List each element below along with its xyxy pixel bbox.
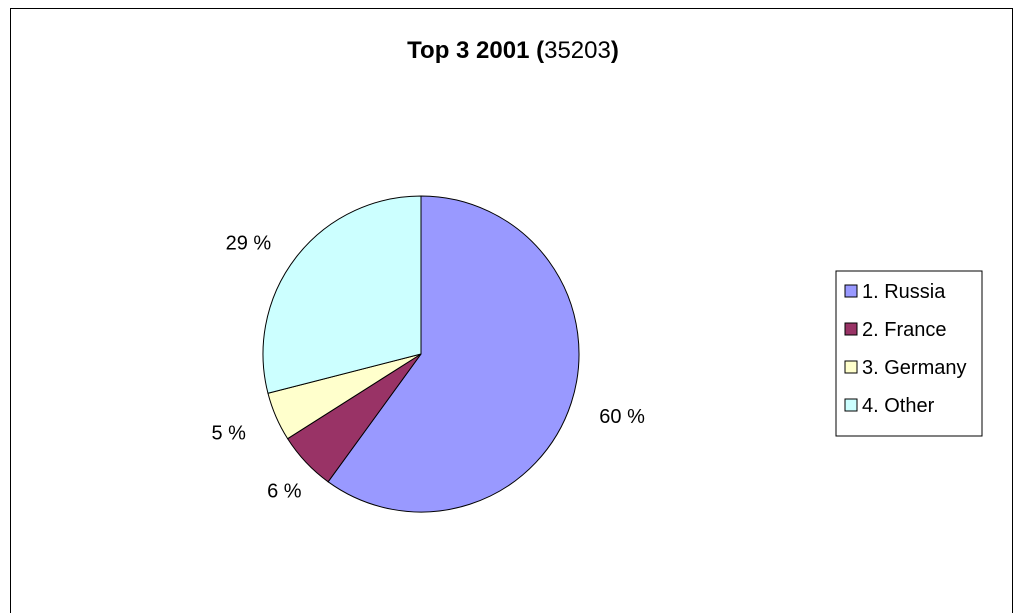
pie-label-2: 6 %	[267, 481, 302, 503]
legend: 1. Russia 2. France 3. Germany 4. Other	[835, 270, 983, 437]
legend-label-3: 3. Germany	[862, 357, 966, 379]
legend-swatch-4	[844, 398, 858, 412]
pie-slices	[262, 195, 580, 513]
legend-swatch-1	[844, 284, 858, 298]
chart-title: Top 3 2001 (35203)	[407, 37, 619, 64]
pie-label-3: 5 %	[211, 422, 246, 444]
legend-swatch-3	[844, 360, 858, 374]
chart-title-prefix: Top 3 2001 (	[407, 37, 544, 64]
legend-swatch-2	[844, 322, 858, 336]
pie-labels: 60 % 6 % 5 % 29 %	[211, 232, 645, 502]
legend-box	[835, 270, 983, 437]
legend-label-1: 1. Russia	[862, 281, 946, 303]
chart-title-suffix: )	[611, 37, 619, 64]
pie-slice-1	[327, 195, 580, 513]
pie-slice-4	[262, 195, 422, 394]
pie-label-4: 29 %	[226, 232, 272, 254]
pie-label-1: 60 %	[599, 406, 645, 428]
legend-label-2: 2. France	[862, 319, 946, 341]
chart-title-number: 35203	[544, 37, 611, 64]
legend-label-4: 4. Other	[862, 395, 935, 417]
